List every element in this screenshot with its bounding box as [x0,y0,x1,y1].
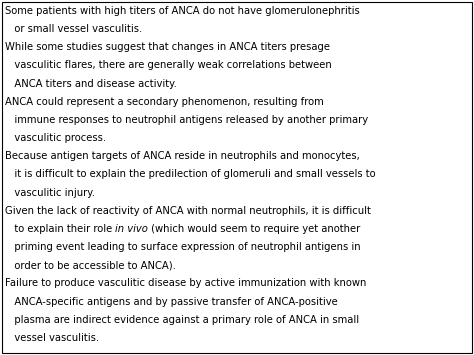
Text: ANCA could represent a secondary phenomenon, resulting from: ANCA could represent a secondary phenome… [5,97,324,107]
Text: ANCA titers and disease activity.: ANCA titers and disease activity. [5,78,177,89]
Text: in vivo: in vivo [115,224,148,234]
Text: to explain their role: to explain their role [5,224,115,234]
Text: vessel vasculitis.: vessel vasculitis. [5,333,99,343]
Text: While some studies suggest that changes in ANCA titers presage: While some studies suggest that changes … [5,42,330,52]
Text: (which would seem to require yet another: (which would seem to require yet another [148,224,361,234]
Text: plasma are indirect evidence against a primary role of ANCA in small: plasma are indirect evidence against a p… [5,315,359,325]
Text: vasculitic process.: vasculitic process. [5,133,106,143]
Text: vasculitic flares, there are generally weak correlations between: vasculitic flares, there are generally w… [5,60,332,71]
Text: or small vessel vasculitis.: or small vessel vasculitis. [5,24,142,34]
Text: it is difficult to explain the predilection of glomeruli and small vessels to: it is difficult to explain the predilect… [5,169,375,179]
Text: priming event leading to surface expression of neutrophil antigens in: priming event leading to surface express… [5,242,361,252]
Text: vasculitic injury.: vasculitic injury. [5,187,95,198]
Text: Some patients with high titers of ANCA do not have glomerulonephritis: Some patients with high titers of ANCA d… [5,6,360,16]
Text: immune responses to neutrophil antigens released by another primary: immune responses to neutrophil antigens … [5,115,368,125]
Text: order to be accessible to ANCA).: order to be accessible to ANCA). [5,260,176,270]
Text: Given the lack of reactivity of ANCA with normal neutrophils, it is difficult: Given the lack of reactivity of ANCA wit… [5,206,371,216]
Text: ANCA-specific antigens and by passive transfer of ANCA-positive: ANCA-specific antigens and by passive tr… [5,296,338,306]
Text: Because antigen targets of ANCA reside in neutrophils and monocytes,: Because antigen targets of ANCA reside i… [5,151,360,161]
Text: Failure to produce vasculitic disease by active immunization with known: Failure to produce vasculitic disease by… [5,278,366,288]
